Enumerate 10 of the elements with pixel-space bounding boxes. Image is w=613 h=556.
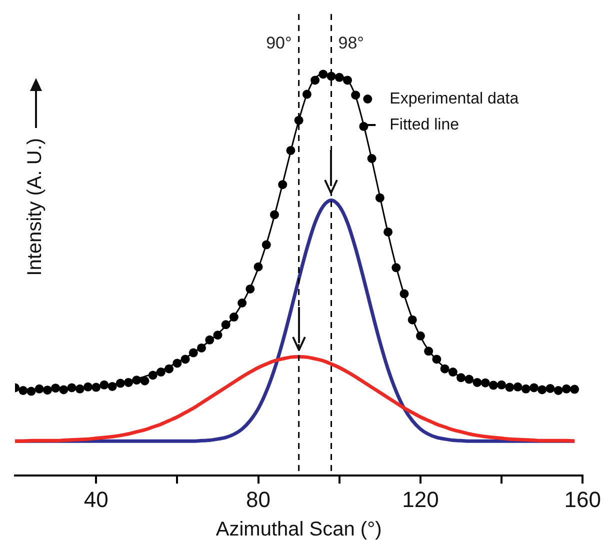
x-tick-label: 160 bbox=[564, 486, 602, 512]
x-tick-label: 120 bbox=[402, 486, 439, 512]
ref-line-label: 90° bbox=[266, 34, 292, 53]
x-axis-title: Azimuthal Scan (°) bbox=[216, 518, 382, 541]
y-axis-title: Intensity (A. U.) bbox=[24, 138, 47, 276]
x-tick-label: 80 bbox=[246, 486, 271, 512]
legend-label: Experimental data bbox=[390, 90, 519, 108]
legend-label: Fitted line bbox=[390, 116, 460, 134]
ref-line-label: 98° bbox=[338, 34, 364, 53]
x-tick-label: 40 bbox=[84, 486, 108, 512]
